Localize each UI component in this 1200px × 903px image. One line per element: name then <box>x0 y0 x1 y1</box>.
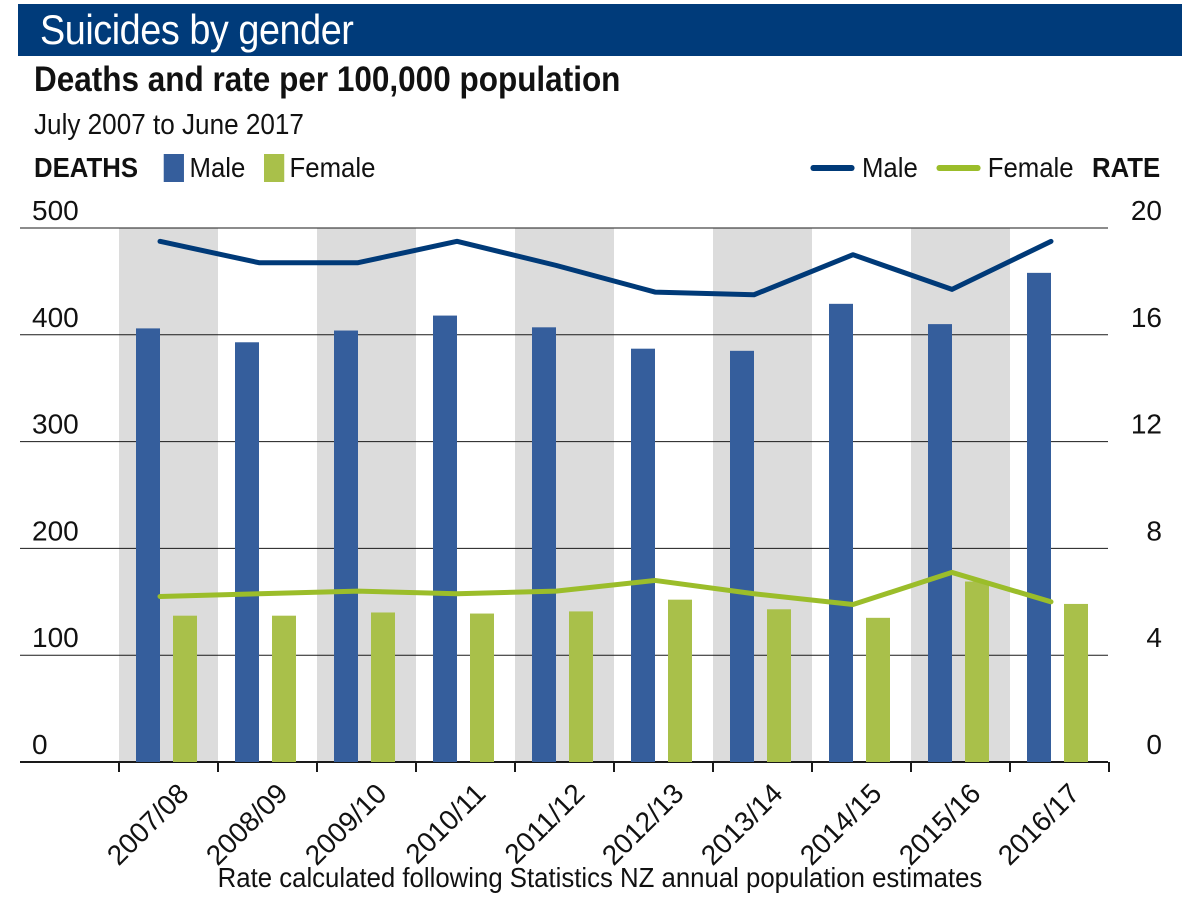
left-tick-label: 100 <box>32 622 79 653</box>
female-bar <box>272 615 296 762</box>
background-band <box>119 228 218 762</box>
right-tick-label: 0 <box>1146 729 1162 760</box>
female-bar-legend-label: Female <box>289 152 376 183</box>
bar-legend: DEATHS Male Female <box>34 150 375 186</box>
category-label: 2010/11 <box>399 778 491 870</box>
background-band <box>317 228 416 762</box>
category-label: 2016/17 <box>992 778 1085 871</box>
female-line-legend-label: Female <box>987 152 1074 183</box>
right-tick-label: 8 <box>1146 515 1162 546</box>
male-bar <box>1027 272 1051 762</box>
title-banner: Suicides by gender <box>18 4 1182 56</box>
category-label: 2014/15 <box>794 778 887 871</box>
female-bar <box>767 609 791 762</box>
male-bar <box>730 350 754 762</box>
male-rate-line <box>157 238 1054 298</box>
female-bar-swatch <box>263 154 285 182</box>
background-band <box>515 228 614 762</box>
right-tick-label: 16 <box>1131 302 1162 333</box>
category-label: 2009/10 <box>299 778 392 871</box>
male-bar <box>631 348 655 762</box>
female-bar <box>470 613 494 762</box>
female-bar <box>866 617 890 762</box>
category-label: 2012/13 <box>596 778 689 871</box>
female-bar <box>1064 603 1088 762</box>
category-label: 2008/09 <box>200 778 293 871</box>
female-bar <box>668 599 692 762</box>
male-bar <box>532 327 556 762</box>
right-tick-label: 4 <box>1146 622 1162 653</box>
female-line-swatch <box>935 165 981 171</box>
female-rate-line <box>157 569 1054 607</box>
male-bar <box>235 342 259 762</box>
category-label: 2007/08 <box>101 778 194 871</box>
left-axis-label: DEATHS <box>34 152 139 183</box>
male-bar <box>928 324 952 762</box>
left-tick-label: 400 <box>32 302 79 333</box>
left-tick-label: 0 <box>32 729 48 760</box>
chart-title: Suicides by gender <box>40 6 354 53</box>
left-tick-label: 300 <box>32 409 79 440</box>
background-band <box>713 228 812 762</box>
male-line-legend-label: Male <box>861 152 918 183</box>
female-bar <box>569 611 593 762</box>
category-label: 2013/14 <box>695 778 788 871</box>
female-bar <box>173 615 197 762</box>
male-bar-swatch <box>163 154 185 182</box>
right-tick-label: 20 <box>1131 195 1162 226</box>
male-bar-legend-label: Male <box>189 152 246 183</box>
line-legend: Male Female RATE <box>810 150 1160 186</box>
category-label: 2015/16 <box>893 778 986 871</box>
male-bar <box>136 328 160 762</box>
chart-period: July 2007 to June 2017 <box>34 109 304 141</box>
male-bar <box>433 315 457 762</box>
chart-subtitle: Deaths and rate per 100,000 population <box>34 60 621 99</box>
background-band <box>911 228 1010 762</box>
male-line-swatch <box>810 165 855 171</box>
category-label: 2011/12 <box>498 778 590 870</box>
chart-footnote: Rate calculated following Statistics NZ … <box>217 862 983 893</box>
female-bar <box>371 612 395 762</box>
left-tick-label: 500 <box>32 195 79 226</box>
male-bar <box>334 330 358 762</box>
right-axis-label: RATE <box>1091 152 1160 183</box>
right-tick-label: 12 <box>1131 409 1162 440</box>
female-bar <box>965 581 989 762</box>
left-tick-label: 200 <box>32 515 79 546</box>
male-bar <box>829 303 853 762</box>
